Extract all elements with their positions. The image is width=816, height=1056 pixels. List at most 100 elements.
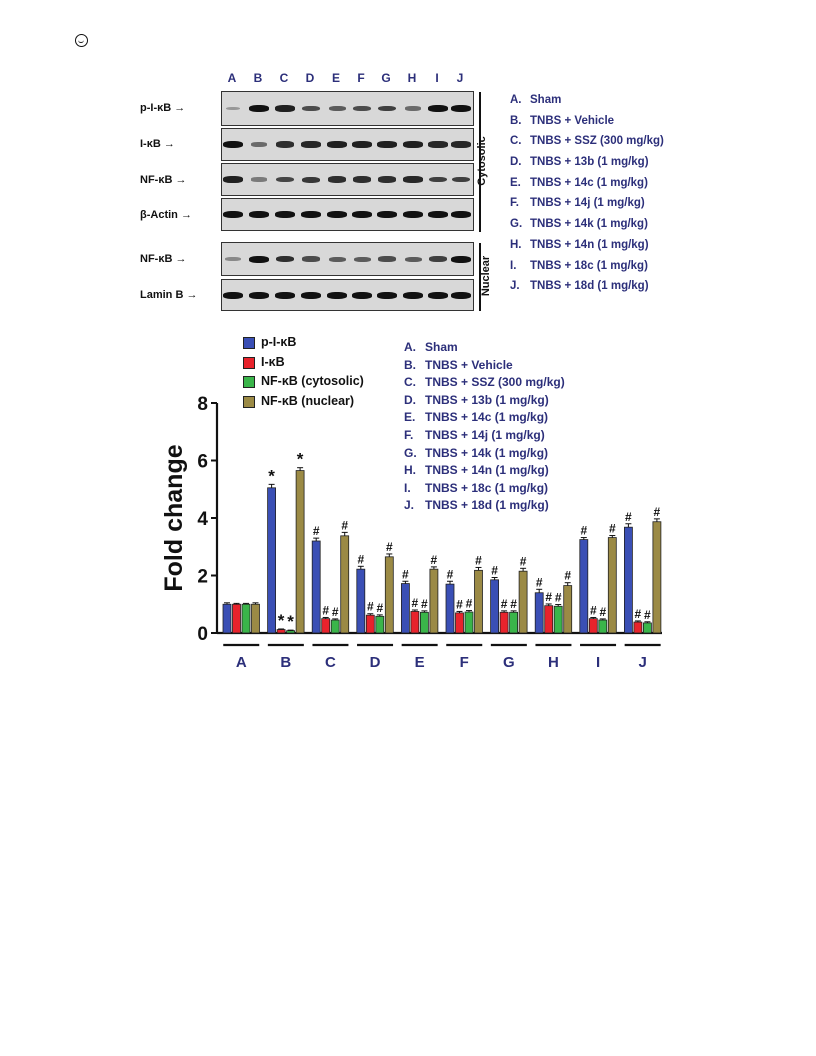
- x-tick-label: H: [548, 654, 559, 671]
- bar: [365, 614, 375, 634]
- legend-item: B. TNBS + Vehicle: [404, 357, 513, 372]
- significance-mark: #: [644, 608, 651, 622]
- blot-band: [328, 106, 346, 111]
- swatch-icon: [243, 395, 255, 408]
- blot-band: [428, 105, 448, 112]
- blot-band: [225, 106, 241, 111]
- bar: [499, 611, 509, 634]
- blot-label-actin: β-Actin →: [140, 209, 192, 221]
- significance-mark: *: [268, 466, 275, 485]
- blot-band: [275, 105, 295, 112]
- bar: [330, 619, 340, 634]
- blot-lane-letter: J: [456, 71, 464, 85]
- significance-mark: #: [421, 597, 428, 611]
- significance-mark: #: [447, 567, 454, 581]
- blot-band: [302, 256, 320, 262]
- blot-band: [377, 211, 397, 218]
- significance-mark: *: [287, 612, 294, 631]
- blot-band: [377, 105, 397, 112]
- x-tick-label: D: [370, 654, 381, 671]
- x-tick-label: B: [280, 654, 291, 671]
- blot-lane-letter: D: [305, 71, 315, 85]
- series-legend-item: I-κB: [243, 355, 364, 375]
- legend-item: C. TNBS + SSZ (300 mg/kg): [404, 375, 565, 390]
- blot-band: [377, 176, 397, 183]
- series-legend-item: NF-κB (cytosolic): [243, 374, 364, 394]
- significance-mark: #: [536, 575, 543, 589]
- blot-band: [451, 105, 471, 112]
- blot-lane-letter: C: [279, 71, 289, 85]
- x-tick-label: A: [236, 654, 247, 671]
- bar: [321, 618, 331, 634]
- blot-band: [451, 211, 471, 218]
- blot-band: [352, 176, 372, 183]
- blot-band: [428, 176, 448, 183]
- blot-band: [301, 141, 321, 148]
- significance-mark: #: [555, 591, 562, 605]
- blot-band: [275, 255, 295, 263]
- significance-mark: *: [278, 611, 285, 630]
- bar: [643, 622, 652, 634]
- bar: [445, 583, 455, 634]
- blot-panel-nfkb-cyto: [221, 163, 474, 196]
- blot-band: [404, 106, 422, 111]
- bar: [311, 540, 321, 634]
- legend-item: H. TNBS + 14n (1 mg/kg): [510, 238, 649, 251]
- significance-mark: #: [357, 552, 364, 566]
- significance-mark: #: [590, 603, 597, 617]
- legend-item: D. TNBS + 13b (1 mg/kg): [404, 392, 549, 407]
- blot-band: [451, 291, 471, 299]
- legend-item: G. TNBS + 14k (1 mg/kg): [510, 218, 648, 231]
- bar: [474, 569, 483, 634]
- significance-mark: #: [466, 597, 473, 611]
- blot-band: [403, 141, 423, 148]
- blot-band: [301, 291, 321, 299]
- bar: [241, 603, 251, 634]
- bar: [579, 539, 589, 634]
- significance-mark: #: [341, 518, 348, 532]
- x-tick-label: I: [596, 654, 600, 671]
- blot-band: [353, 105, 371, 112]
- legend-item: I. TNBS + 18c (1 mg/kg): [510, 259, 648, 272]
- blot-band: [275, 141, 295, 148]
- bar: [607, 537, 617, 634]
- blot-band: [377, 291, 397, 299]
- legend-item: G. TNBS + 14k (1 mg/kg): [404, 445, 549, 460]
- legend-item: D. TNBS + 13b (1 mg/kg): [510, 156, 649, 169]
- x-tick-label: G: [503, 654, 515, 671]
- significance-mark: #: [520, 554, 527, 568]
- bar: [563, 585, 573, 634]
- bar: [251, 603, 260, 634]
- x-tick-label: J: [638, 654, 646, 671]
- bar: [410, 611, 420, 634]
- blot-band: [328, 256, 346, 262]
- legend-item: I. TNBS + 18c (1 mg/kg): [404, 480, 549, 495]
- significance-mark: #: [412, 596, 419, 610]
- legend-item: F. TNBS + 14j (1 mg/kg): [510, 197, 645, 210]
- blot-band: [276, 176, 294, 183]
- blot-band: [223, 141, 243, 148]
- bar: [295, 470, 305, 634]
- blot-label-nfkb-cyto: NF-κB →: [140, 174, 187, 186]
- legend-item: J. TNBS + 18d (1 mg/kg): [404, 498, 549, 513]
- legend-item: A. Sham: [404, 340, 458, 354]
- y-tick-label: 6: [197, 452, 208, 473]
- blot-band: [352, 291, 372, 299]
- bar: [633, 621, 643, 634]
- legend-item: A. Sham: [510, 94, 562, 106]
- bar: [222, 603, 232, 634]
- bar: [356, 568, 366, 634]
- blot-band: [353, 256, 371, 262]
- y-tick-label: 8: [197, 394, 208, 415]
- blot-band: [403, 176, 423, 183]
- legend-item: B. TNBS + Vehicle: [510, 114, 615, 127]
- significance-mark: #: [376, 601, 383, 615]
- y-tick-label: 2: [197, 567, 208, 588]
- significance-mark: #: [431, 553, 438, 567]
- y-tick-label: 4: [197, 509, 208, 530]
- significance-mark: #: [609, 522, 616, 536]
- blot-lane-letter: A: [227, 71, 237, 85]
- significance-mark: #: [322, 603, 329, 617]
- significance-mark: #: [580, 524, 587, 538]
- blot-band: [352, 211, 372, 218]
